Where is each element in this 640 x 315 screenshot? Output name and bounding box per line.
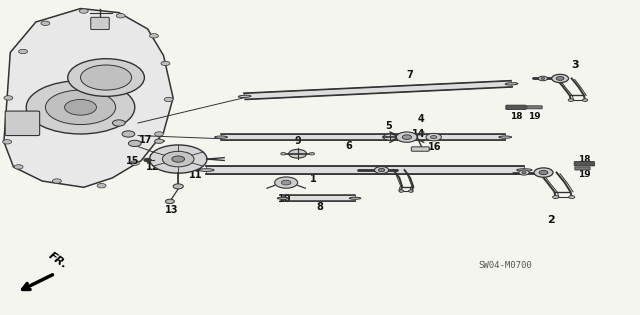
Circle shape [399, 190, 404, 192]
Circle shape [539, 170, 548, 175]
Circle shape [79, 9, 88, 13]
Circle shape [568, 99, 573, 101]
Circle shape [309, 152, 315, 155]
Ellipse shape [198, 169, 214, 171]
Ellipse shape [214, 136, 227, 138]
Circle shape [556, 77, 564, 80]
Text: 1: 1 [310, 174, 317, 184]
FancyBboxPatch shape [412, 147, 429, 151]
Circle shape [155, 139, 164, 143]
Circle shape [52, 179, 61, 183]
Circle shape [289, 149, 307, 158]
Circle shape [113, 120, 125, 126]
FancyBboxPatch shape [575, 167, 590, 170]
Text: 15: 15 [127, 156, 140, 166]
Text: 6: 6 [346, 141, 352, 151]
Text: 18: 18 [578, 155, 591, 164]
Ellipse shape [277, 197, 289, 199]
Text: 7: 7 [406, 70, 413, 80]
Polygon shape [206, 166, 524, 174]
Circle shape [519, 170, 529, 175]
Polygon shape [221, 134, 505, 140]
Circle shape [116, 14, 125, 18]
Circle shape [541, 77, 545, 79]
Text: 16: 16 [428, 142, 442, 152]
Text: 2: 2 [547, 215, 555, 225]
Circle shape [4, 96, 13, 100]
Circle shape [97, 184, 106, 188]
Circle shape [538, 76, 547, 81]
Text: 18: 18 [510, 112, 522, 121]
Circle shape [155, 132, 164, 136]
Circle shape [163, 151, 194, 167]
Circle shape [81, 65, 132, 90]
Circle shape [161, 61, 170, 66]
Circle shape [374, 167, 388, 174]
Circle shape [408, 190, 413, 192]
Text: SW04-M0700: SW04-M0700 [478, 261, 532, 270]
Ellipse shape [238, 95, 251, 97]
Text: 11: 11 [189, 170, 203, 180]
FancyBboxPatch shape [506, 105, 526, 110]
Circle shape [3, 140, 12, 144]
Text: 3: 3 [572, 60, 579, 70]
Circle shape [173, 184, 183, 189]
Circle shape [164, 97, 173, 102]
FancyBboxPatch shape [5, 111, 40, 135]
Circle shape [122, 131, 135, 137]
Text: 12: 12 [145, 162, 159, 172]
Text: FR.: FR. [47, 251, 69, 271]
Circle shape [166, 199, 174, 203]
Circle shape [582, 99, 588, 101]
Circle shape [150, 145, 207, 173]
Text: 14: 14 [412, 129, 426, 139]
Polygon shape [4, 9, 173, 187]
Circle shape [131, 161, 140, 165]
Circle shape [19, 49, 28, 54]
Circle shape [65, 100, 97, 115]
Circle shape [282, 180, 291, 185]
Circle shape [552, 196, 559, 198]
FancyBboxPatch shape [91, 17, 109, 30]
Circle shape [45, 90, 116, 124]
Circle shape [172, 156, 184, 162]
Circle shape [41, 21, 50, 26]
Circle shape [383, 134, 396, 140]
Text: 10: 10 [278, 193, 292, 203]
Ellipse shape [349, 197, 361, 199]
FancyBboxPatch shape [527, 106, 542, 109]
Circle shape [552, 74, 568, 83]
Circle shape [68, 59, 145, 96]
Ellipse shape [516, 169, 532, 171]
Text: 5: 5 [385, 121, 392, 131]
Circle shape [402, 135, 412, 140]
Text: 19: 19 [578, 170, 591, 179]
Text: 9: 9 [294, 135, 301, 146]
Circle shape [275, 177, 298, 188]
Ellipse shape [505, 83, 518, 85]
Circle shape [281, 152, 286, 155]
Polygon shape [244, 81, 512, 100]
FancyBboxPatch shape [574, 162, 595, 166]
Text: 8: 8 [317, 202, 323, 212]
Circle shape [150, 34, 159, 38]
Circle shape [14, 165, 23, 169]
Circle shape [396, 132, 417, 142]
Circle shape [426, 133, 442, 141]
Text: 13: 13 [165, 205, 179, 215]
Polygon shape [283, 195, 355, 201]
Circle shape [144, 158, 152, 162]
Circle shape [26, 81, 135, 134]
Circle shape [534, 168, 553, 177]
Circle shape [522, 171, 526, 174]
Circle shape [378, 169, 385, 172]
Text: 17: 17 [139, 135, 153, 145]
Circle shape [431, 135, 437, 139]
Circle shape [129, 140, 141, 146]
Ellipse shape [499, 136, 511, 138]
Text: 4: 4 [417, 114, 424, 123]
Text: 19: 19 [528, 112, 541, 121]
Circle shape [569, 196, 575, 198]
